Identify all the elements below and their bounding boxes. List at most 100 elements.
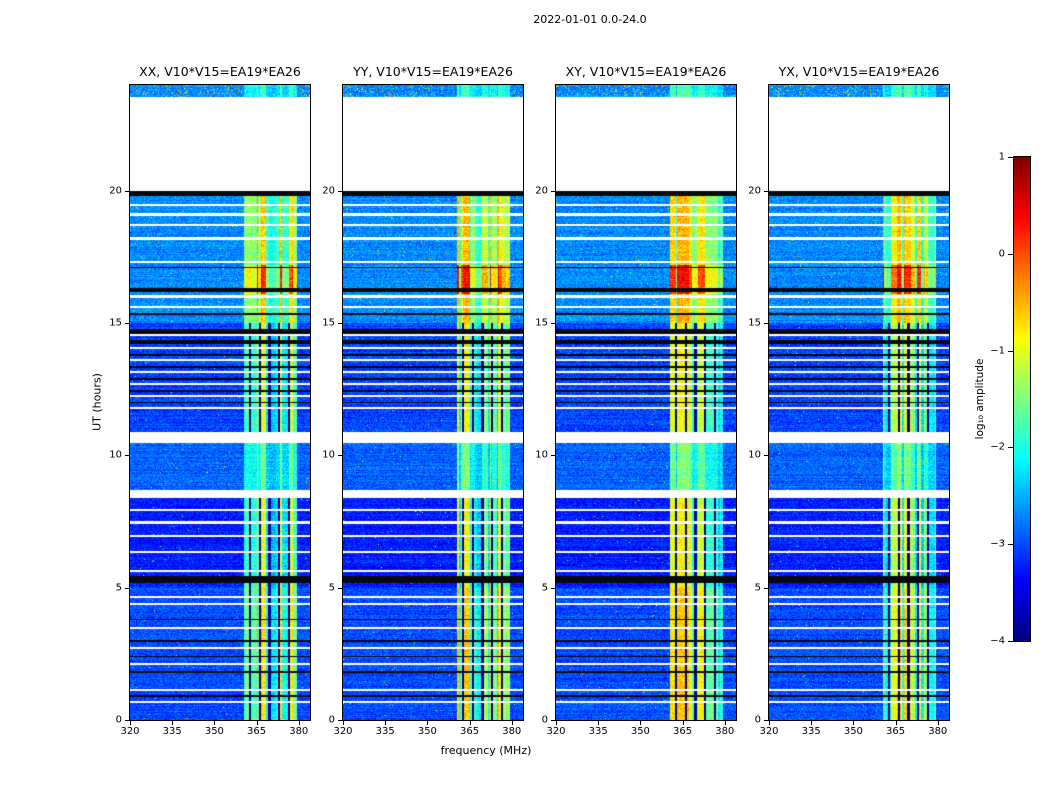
x-tick-label: 320 <box>333 726 353 737</box>
colorbar-tick-label: 1 <box>998 151 1005 163</box>
x-tick-mark <box>640 721 642 725</box>
y-tick-mark <box>338 455 342 457</box>
colorbar-tick-mark <box>1008 447 1013 449</box>
y-tick-label: 15 <box>535 317 548 329</box>
y-tick-label: 10 <box>322 449 335 461</box>
x-tick-label: 380 <box>502 726 522 737</box>
y-tick-mark <box>338 190 342 192</box>
y-tick-mark <box>764 587 768 589</box>
y-tick-label: 0 <box>328 714 335 726</box>
x-tick-mark <box>469 721 471 725</box>
colorbar-tick-mark <box>1008 641 1013 642</box>
x-tick-mark <box>256 721 258 725</box>
colorbar-label: log₁₀ amplitude <box>974 358 986 440</box>
y-tick-mark <box>125 323 129 325</box>
x-tick-mark <box>724 721 726 725</box>
x-tick-label: 335 <box>588 726 608 737</box>
y-tick-mark <box>551 455 555 457</box>
y-tick-mark <box>551 323 555 325</box>
x-tick-label: 320 <box>546 726 566 737</box>
x-tick-mark <box>214 721 216 725</box>
panel-title-yx: YX, V10*V15=EA19*EA26 <box>778 64 940 79</box>
colorbar-tick-mark <box>1008 544 1013 546</box>
x-tick-mark <box>853 721 855 725</box>
colorbar: 1 0 −1 −2 −3 −4 <box>990 152 1031 647</box>
colorbar-tick-label: −4 <box>990 635 1005 647</box>
x-tick-mark <box>511 721 513 725</box>
x-tick-label: 365 <box>247 726 267 737</box>
x-tick-label: 365 <box>673 726 693 737</box>
x-tick-label: 320 <box>120 726 140 737</box>
x-tick-label: 350 <box>204 726 224 737</box>
x-tick-label: 350 <box>630 726 650 737</box>
x-tick-label: 335 <box>162 726 182 737</box>
panel-xy: XY, V10*V15=EA19*EA26 320 335 350 365 380 0 5 1… <box>535 64 737 737</box>
y-tick-label: 0 <box>541 714 548 726</box>
colorbar-tick-label: −1 <box>990 345 1005 357</box>
panel-title-xy: XY, V10*V15=EA19*EA26 <box>565 64 727 79</box>
x-tick-label: 350 <box>843 726 863 737</box>
x-tick-label: 335 <box>375 726 395 737</box>
y-tick-label: 20 <box>748 185 761 197</box>
panel-xx: XX, V10*V15=EA19*EA26 320 335 350 365 380 0 5 1… <box>109 64 311 737</box>
colorbar-tick-label: 0 <box>998 248 1005 260</box>
y-tick-mark <box>551 720 555 721</box>
x-tick-label: 380 <box>928 726 948 737</box>
x-tick-mark <box>682 721 684 725</box>
panel-title-xx: XX, V10*V15=EA19*EA26 <box>139 64 301 79</box>
y-tick-label: 20 <box>535 185 548 197</box>
colorbar-tick-mark <box>1008 157 1013 158</box>
y-tick-label: 15 <box>748 317 761 329</box>
y-tick-label: 0 <box>115 714 122 726</box>
x-tick-mark <box>598 721 600 725</box>
y-tick-mark <box>125 587 129 589</box>
x-tick-mark <box>556 721 557 725</box>
y-tick-label: 15 <box>322 317 335 329</box>
y-tick-label: 10 <box>748 449 761 461</box>
y-tick-label: 5 <box>115 582 122 594</box>
x-tick-mark <box>385 721 387 725</box>
y-tick-mark <box>338 587 342 589</box>
y-tick-label: 5 <box>328 582 335 594</box>
colorbar-tick-label: −3 <box>990 538 1005 550</box>
y-tick-mark <box>125 190 129 192</box>
x-tick-label: 335 <box>801 726 821 737</box>
x-tick-mark <box>811 721 813 725</box>
x-tick-label: 380 <box>289 726 309 737</box>
x-tick-label: 365 <box>886 726 906 737</box>
spectrogram-canvas-xy <box>555 84 737 721</box>
y-tick-label: 5 <box>754 582 761 594</box>
x-tick-mark <box>937 721 939 725</box>
y-tick-label: 20 <box>109 185 122 197</box>
y-tick-mark <box>338 323 342 325</box>
y-tick-mark <box>551 587 555 589</box>
y-tick-mark <box>764 323 768 325</box>
x-tick-label: 350 <box>417 726 437 737</box>
spectrogram-canvas-xx <box>129 84 311 721</box>
y-tick-mark <box>764 455 768 457</box>
x-tick-mark <box>343 721 344 725</box>
x-axis-label: frequency (MHz) <box>440 744 532 757</box>
colorbar-tick-label: −2 <box>990 441 1005 453</box>
y-axis-label: UT (hours) <box>90 373 104 431</box>
panel-yx: YX, V10*V15=EA19*EA26 320 335 350 365 380 0 5 1… <box>748 64 950 737</box>
colorbar-gradient <box>1013 156 1031 642</box>
x-tick-mark <box>130 721 131 725</box>
x-tick-mark <box>427 721 429 725</box>
colorbar-tick-mark <box>1008 253 1013 255</box>
y-tick-label: 10 <box>109 449 122 461</box>
x-tick-label: 380 <box>715 726 735 737</box>
y-tick-label: 10 <box>535 449 548 461</box>
y-tick-label: 15 <box>109 317 122 329</box>
x-tick-mark <box>895 721 897 725</box>
y-tick-label: 20 <box>322 185 335 197</box>
x-tick-mark <box>172 721 174 725</box>
x-tick-label: 365 <box>460 726 480 737</box>
spectrogram-canvas-yx <box>768 84 950 721</box>
y-tick-mark <box>125 455 129 457</box>
y-tick-label: 5 <box>541 582 548 594</box>
panel-title-yy: YY, V10*V15=EA19*EA26 <box>353 64 513 79</box>
colorbar-tick-mark <box>1008 350 1013 352</box>
x-tick-mark <box>769 721 770 725</box>
